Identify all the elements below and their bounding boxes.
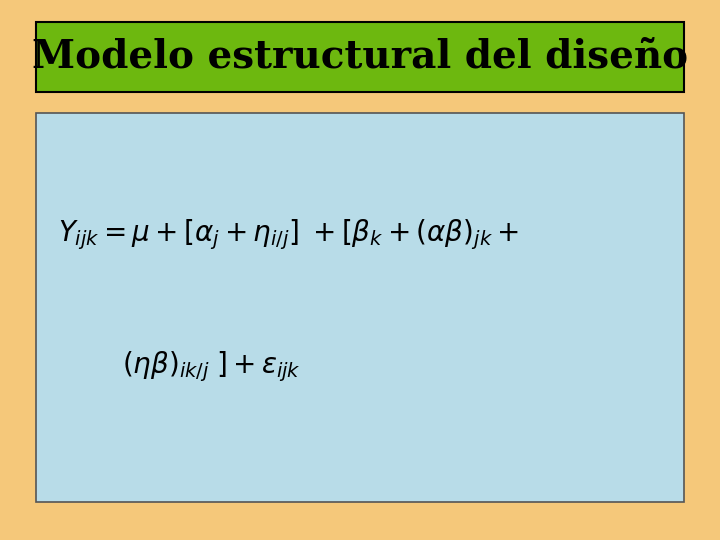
FancyBboxPatch shape [36, 113, 684, 502]
Text: $(\eta\beta)_{ik/j}\;] + \varepsilon_{ijk}$: $(\eta\beta)_{ik/j}\;] + \varepsilon_{ij… [122, 350, 301, 384]
Text: Modelo estructural del diseño: Modelo estructural del diseño [32, 38, 688, 76]
FancyBboxPatch shape [36, 22, 684, 92]
Text: $Y_{ijk} = \mu + [\alpha_j + \eta_{i/j}]\; + [\beta_k + (\alpha\beta)_{jk} +$: $Y_{ijk} = \mu + [\alpha_j + \eta_{i/j}]… [58, 218, 518, 252]
